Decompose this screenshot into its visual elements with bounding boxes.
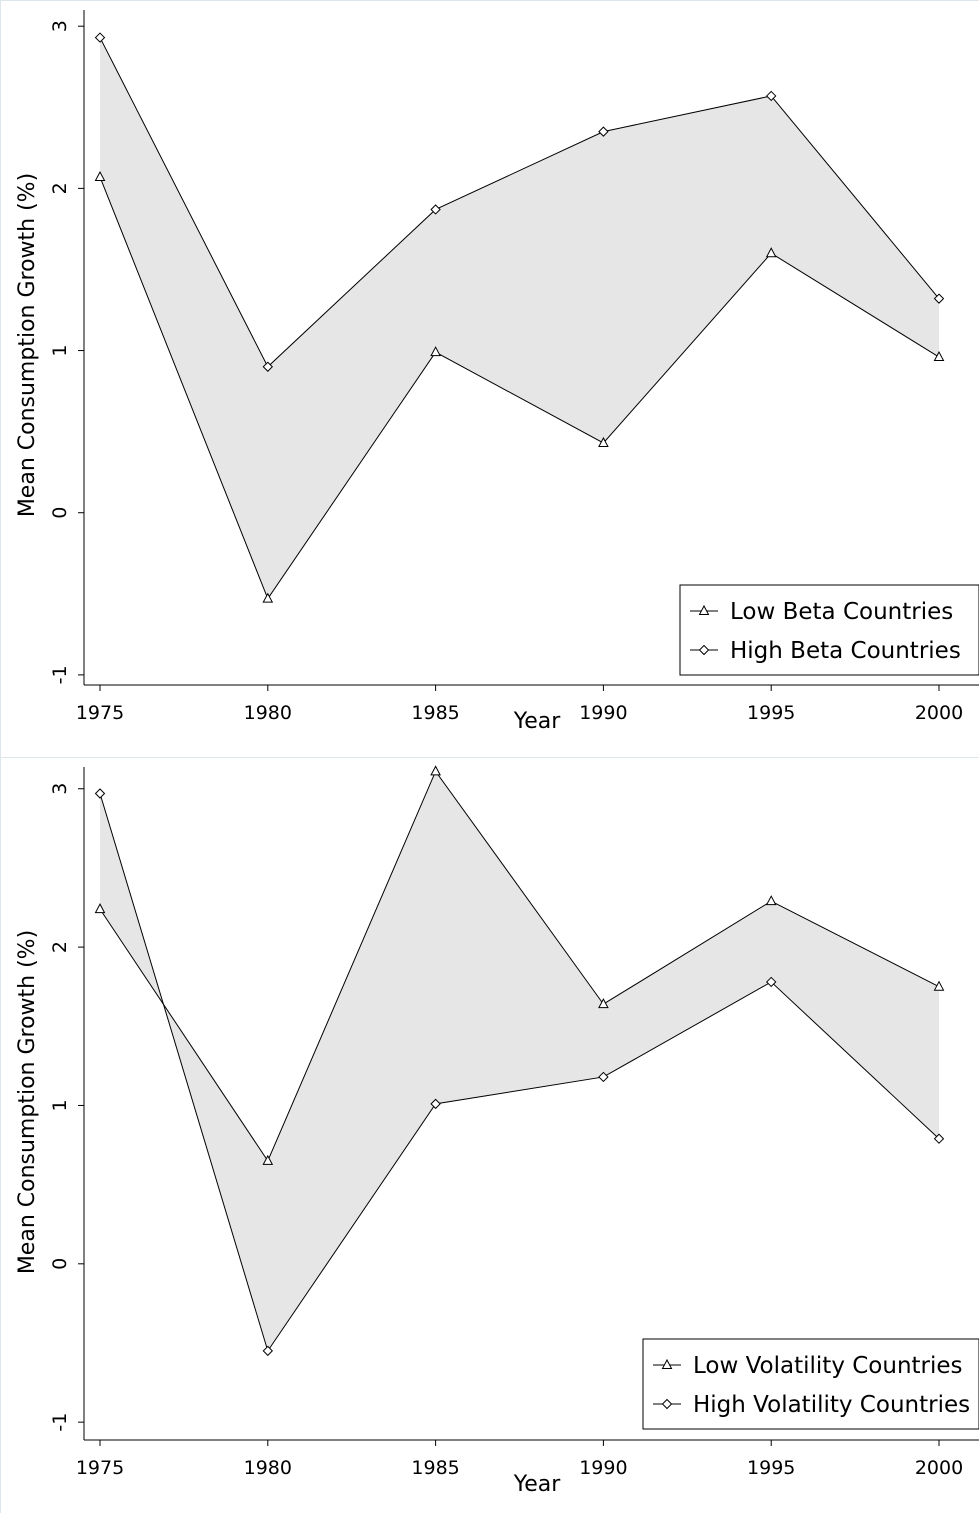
data-point-diamond — [933, 293, 945, 304]
data-point-diamond — [430, 204, 441, 215]
y-axis-title: Mean Consumption Growth (%) — [15, 173, 40, 517]
legend-marker-diamond — [661, 1398, 673, 1410]
y-tick-label: 3 — [49, 783, 71, 795]
legend-box — [642, 1338, 979, 1430]
data-point-triangle — [598, 436, 609, 447]
series-line-low — [99, 770, 940, 1162]
y-tick-label: 2 — [49, 941, 71, 953]
chart-bottom: -1 0 1 2 3 1975 1980 1985 1990 1995 2000 Mean Consu… — [0, 757, 979, 1513]
data-point-triangle — [933, 350, 945, 362]
data-point-triangle — [765, 247, 777, 258]
legend-box — [679, 584, 979, 676]
data-point-triangle — [262, 1154, 274, 1165]
y-tick-label: -1 — [49, 1413, 71, 1432]
data-point-triangle — [598, 998, 609, 1009]
x-tick-label: 1990 — [579, 702, 627, 724]
x-tick-label: 2000 — [915, 702, 963, 724]
x-tick-label: 1980 — [244, 1457, 292, 1479]
legend-label: Low Beta Countries — [730, 599, 953, 625]
x-tick-label: 1975 — [76, 702, 124, 724]
legend-label: High Beta Countries — [730, 638, 961, 664]
x-tick-label: 1975 — [76, 1457, 124, 1479]
x-axis-title: Year — [513, 1472, 562, 1497]
data-point-diamond — [933, 1133, 945, 1144]
data-point-triangle — [262, 592, 274, 603]
data-point-diamond — [765, 976, 777, 988]
y-tick-label: -1 — [49, 665, 71, 684]
data-point-diamond — [430, 1098, 441, 1110]
x-tick-label: 1980 — [244, 702, 292, 724]
data-point-diamond — [598, 126, 609, 137]
legend-marker-triangle — [661, 1358, 673, 1369]
data-point-triangle — [765, 895, 777, 906]
legend-marker-diamond — [698, 644, 710, 656]
x-tick-label: 1990 — [579, 1457, 627, 1479]
data-point-triangle — [94, 170, 106, 182]
y-tick-label: 0 — [49, 1258, 71, 1270]
x-tick-label: 1985 — [411, 1457, 459, 1479]
data-point-diamond — [598, 1071, 609, 1083]
shaded-band — [100, 37, 939, 599]
data-point-diamond — [94, 32, 106, 43]
y-tick-label: 1 — [49, 1099, 71, 1111]
y-axis-title: Mean Consumption Growth (%) — [15, 930, 40, 1274]
x-axis-title: Year — [513, 709, 562, 734]
y-tick-label: 2 — [49, 182, 71, 194]
data-point-diamond — [765, 90, 777, 102]
y-tick-label: 1 — [49, 345, 71, 357]
data-point-triangle — [933, 980, 945, 991]
legend-label: Low Volatility Countries — [693, 1353, 963, 1379]
legend-marker-triangle — [698, 604, 710, 615]
data-point-diamond — [262, 361, 274, 372]
legend-label: High Volatility Countries — [693, 1392, 970, 1418]
shaded-band — [100, 771, 939, 1351]
data-point-triangle — [430, 346, 441, 357]
x-tick-label: 2000 — [915, 1457, 963, 1479]
chart-top: -1 0 1 2 3 1975 1980 1985 1990 1995 2000 Mean Consu… — [0, 0, 979, 757]
data-point-diamond — [94, 788, 106, 799]
data-point-triangle — [430, 765, 441, 776]
data-point-diamond — [262, 1345, 274, 1357]
data-point-triangle — [94, 903, 106, 914]
x-tick-label: 1995 — [747, 702, 795, 724]
series-line-high — [99, 793, 940, 1353]
series-line-high — [99, 37, 940, 368]
x-tick-label: 1995 — [747, 1457, 795, 1479]
y-tick-label: 3 — [49, 20, 71, 32]
x-tick-label: 1985 — [411, 702, 459, 724]
series-line-low — [99, 176, 940, 600]
y-tick-label: 0 — [49, 507, 71, 519]
